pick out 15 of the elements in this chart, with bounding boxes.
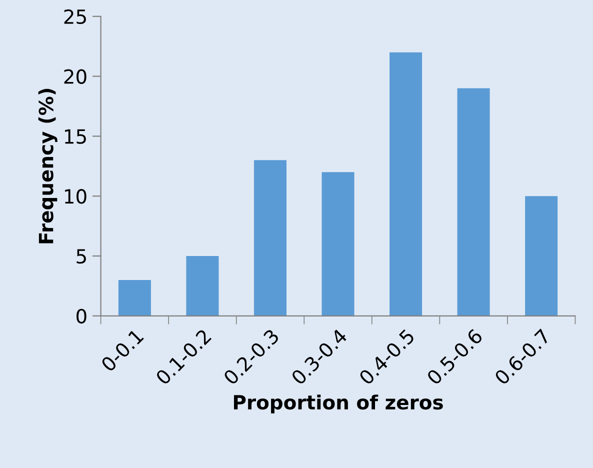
y-tick-label: 10 bbox=[65, 189, 86, 204]
y-tick-label: 0 bbox=[76, 308, 86, 324]
y-tick-label: 15 bbox=[65, 129, 86, 144]
y-tick-label: 25 bbox=[64, 9, 86, 24]
bar bbox=[457, 88, 490, 316]
bar bbox=[254, 160, 287, 316]
bar bbox=[186, 256, 219, 316]
bar bbox=[118, 280, 151, 316]
y-tick-label: 20 bbox=[64, 69, 86, 84]
bar bbox=[322, 172, 354, 316]
y-axis-title: Frequency (%) bbox=[38, 88, 58, 244]
y-tick-label: 5 bbox=[76, 249, 86, 264]
x-axis-title: Proportion of zeros bbox=[234, 394, 443, 414]
bar bbox=[390, 52, 422, 316]
bar bbox=[525, 196, 558, 316]
